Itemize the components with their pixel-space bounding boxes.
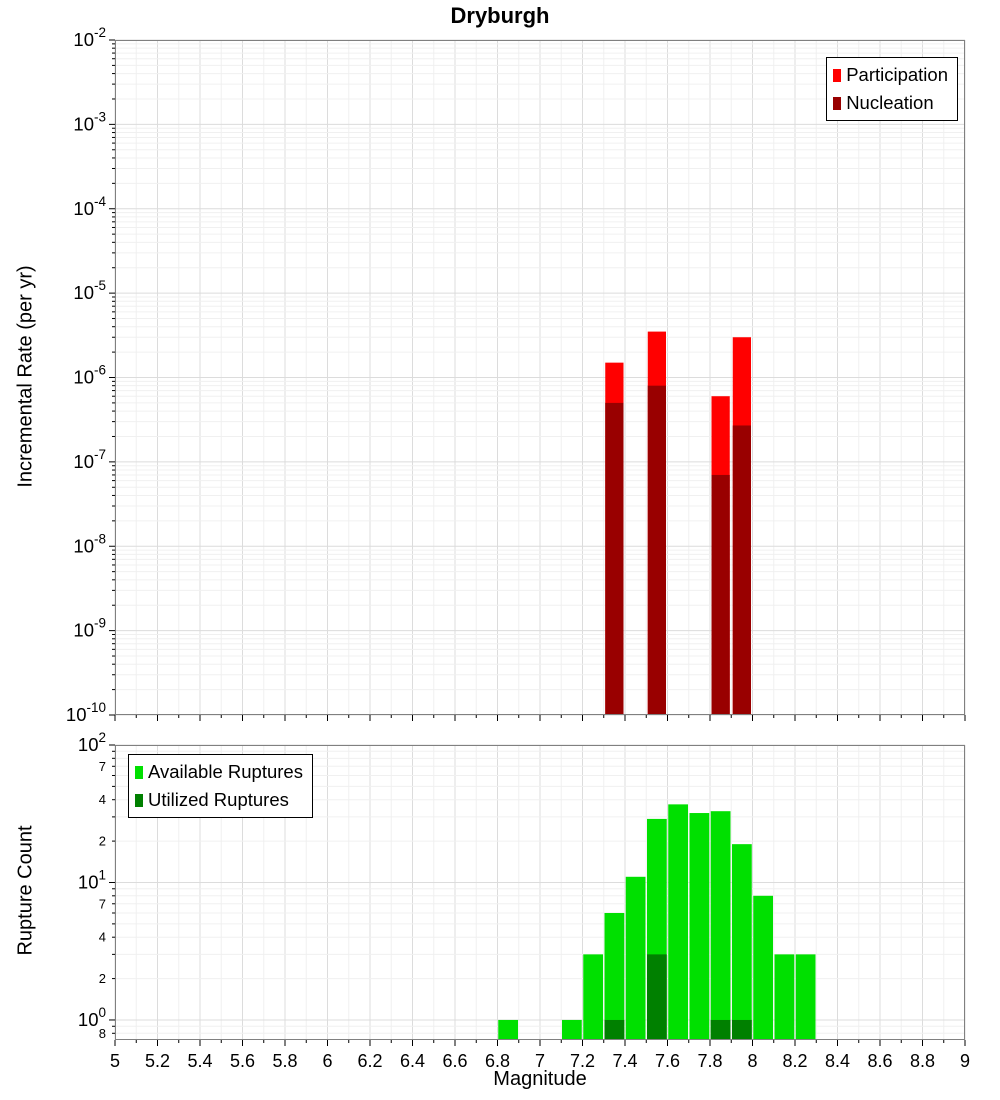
- x-tick-label: 6: [322, 1051, 332, 1071]
- bar: [604, 912, 625, 1040]
- y-tick-label: 10-9: [73, 616, 106, 641]
- x-tick-label: 6.2: [357, 1051, 382, 1071]
- y-tick-label: 2: [99, 971, 106, 986]
- x-axis-ticks: [114, 715, 966, 721]
- x-tick-label: 8.4: [825, 1051, 850, 1071]
- bar: [710, 811, 731, 1040]
- x-tick-label: 8.8: [910, 1051, 935, 1071]
- legend-label-participation: Participation: [846, 64, 948, 85]
- x-tick-label: 7.8: [697, 1051, 722, 1071]
- bar: [562, 1019, 582, 1040]
- x-tick-label: 8.6: [867, 1051, 892, 1071]
- chart-title: Dryburgh: [450, 3, 550, 28]
- bar: [711, 474, 730, 715]
- y-tick-label: 10-10: [66, 700, 106, 725]
- top-y-axis-label: Incremental Rate (per yr): [14, 265, 37, 488]
- x-tick-label: 6.8: [485, 1051, 510, 1071]
- bar: [605, 402, 624, 715]
- legend-item-nucleation: Nucleation: [833, 89, 948, 117]
- y-tick-label: 10-4: [73, 194, 106, 219]
- y-axis-ticks: 10-2 10-3 10-4 10-5 10-6 10-7 10-8 10-9 10-10: [66, 25, 115, 725]
- x-tick-label: 7.4: [612, 1051, 637, 1071]
- y-tick-label: 8: [99, 1026, 106, 1041]
- rate-legend: Participation Nucleation: [826, 57, 958, 121]
- bar: [732, 1019, 752, 1040]
- legend-item-available-ruptures: Available Ruptures: [135, 758, 303, 786]
- bar: [647, 385, 666, 715]
- x-tick-label: 6.4: [400, 1051, 425, 1071]
- x-axis-ticks: 5 5.2 5.4 5.6 5.8 6 6.2 6.4 6.6 6.8 7 7.2 7.4 7.6 7.8 8…: [110, 1040, 970, 1071]
- bars-utilized-ruptures: [604, 954, 752, 1040]
- y-tick-label: 10-7: [73, 447, 106, 472]
- bar: [732, 844, 752, 1040]
- y-tick-label: 10-8: [73, 531, 106, 556]
- y-tick-label: 10-5: [73, 278, 106, 303]
- nucleation-swatch-icon: [833, 96, 842, 110]
- x-tick-label: 6.6: [442, 1051, 467, 1071]
- y-tick-label: 10-6: [73, 363, 106, 388]
- bar: [774, 954, 795, 1040]
- x-tick-label: 5.6: [230, 1051, 255, 1071]
- legend-item-participation: Participation: [833, 61, 948, 89]
- bars-available-ruptures: [498, 804, 816, 1040]
- bar: [710, 1019, 731, 1040]
- x-tick-label: 5.8: [272, 1051, 297, 1071]
- bar: [604, 1019, 625, 1040]
- legend-label-utilized-ruptures: Utilized Ruptures: [148, 789, 289, 810]
- legend-label-available-ruptures: Available Ruptures: [148, 761, 303, 782]
- y-tick-label: 10-3: [73, 109, 106, 134]
- y-tick-label: 7: [99, 896, 106, 911]
- x-tick-label: 5: [110, 1051, 120, 1071]
- x-axis-label: Magnitude: [493, 1068, 587, 1090]
- y-tick-label: 2: [99, 834, 106, 849]
- bottom-y-axis-label: Rupture Count: [14, 825, 37, 956]
- gridlines: [114, 39, 966, 716]
- bar: [647, 954, 667, 1040]
- x-tick-label: 7.6: [655, 1051, 680, 1071]
- y-tick-label: 10-2: [73, 25, 106, 50]
- participation-swatch-icon: [833, 68, 842, 82]
- utilized-ruptures-swatch-icon: [135, 793, 143, 807]
- x-tick-label: 8.2: [782, 1051, 807, 1071]
- bar: [625, 876, 646, 1040]
- bar: [795, 954, 816, 1040]
- x-tick-label: 5.4: [187, 1051, 212, 1071]
- bar: [498, 1019, 518, 1040]
- legend-item-utilized-ruptures: Utilized Ruptures: [135, 786, 303, 814]
- x-tick-label: 8: [747, 1051, 757, 1071]
- legend-label-nucleation: Nucleation: [846, 92, 934, 113]
- y-tick-label: 101: [78, 867, 106, 892]
- incremental-rate-plot: 10-2 10-3 10-4 10-5 10-6 10-7 10-8 10-9 10-10: [66, 25, 966, 725]
- y-tick-label: 7: [99, 759, 106, 774]
- x-tick-label: 5.2: [145, 1051, 170, 1071]
- y-tick-label: 4: [99, 792, 106, 807]
- bars-nucleation: [605, 385, 751, 715]
- plot-border: [115, 745, 965, 1040]
- x-tick-label: 7: [535, 1051, 545, 1071]
- y-tick-label: 102: [78, 730, 106, 755]
- x-tick-label: 9: [960, 1051, 970, 1071]
- bar: [668, 804, 688, 1040]
- bar: [753, 895, 773, 1040]
- available-ruptures-swatch-icon: [135, 765, 143, 779]
- y-tick-label: 4: [99, 930, 106, 945]
- bar: [583, 954, 603, 1040]
- bar: [732, 425, 751, 715]
- bar: [689, 813, 710, 1040]
- x-tick-label: 7.2: [570, 1051, 595, 1071]
- plot-border: [115, 40, 965, 715]
- count-legend: Available Ruptures Utilized Ruptures: [128, 754, 313, 818]
